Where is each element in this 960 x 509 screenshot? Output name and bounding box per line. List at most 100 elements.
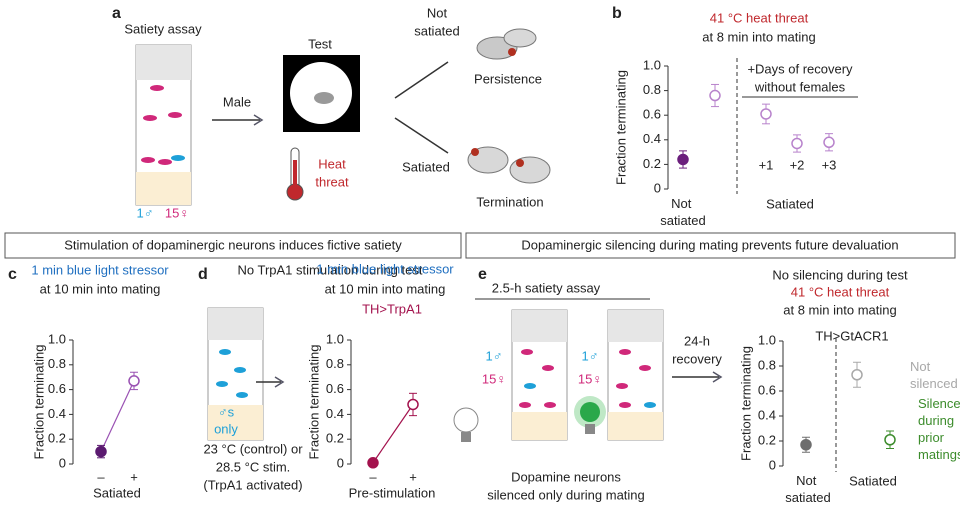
- y-tick-label: 0.6: [758, 382, 776, 397]
- group-label: Satiated: [849, 473, 897, 488]
- chart-title: 41 °C heat threat: [710, 10, 809, 25]
- y-tick-label: 1.0: [48, 331, 66, 346]
- arrow: [394, 61, 449, 99]
- male-count: 1♂: [137, 205, 154, 220]
- x-axis-label: Satiated: [93, 485, 141, 500]
- annotation: +Days of recovery: [747, 61, 853, 76]
- point: [884, 434, 896, 446]
- fly: [509, 156, 551, 184]
- fly: [521, 349, 533, 355]
- recovery-label: 24-h: [684, 333, 710, 348]
- y-axis-label: Fraction terminating: [613, 70, 628, 185]
- male-count: 1♂: [486, 348, 503, 363]
- flies: [141, 85, 185, 165]
- fly: [519, 402, 531, 408]
- y-tick-label: 1.0: [326, 331, 344, 346]
- caption: Dopamine neurons: [511, 469, 621, 484]
- fly: [644, 402, 656, 408]
- connector: [100, 380, 135, 452]
- tube-food: [208, 405, 263, 440]
- chart-title: 1 min blue light stressor: [31, 262, 169, 277]
- fly-pair: [476, 28, 537, 60]
- fly: [619, 349, 631, 355]
- y-tick-label: 0.2: [48, 431, 66, 446]
- chart-title: at 8 min into mating: [702, 29, 815, 44]
- point: [95, 445, 107, 458]
- tube-plug: [136, 45, 191, 80]
- tube-label: only: [214, 421, 238, 436]
- branch-label: Not: [427, 5, 448, 20]
- chart-title: No silencing during test: [772, 267, 908, 282]
- chart-title: 1 min blue light stressor: [316, 261, 454, 276]
- tube-label: ♂s: [218, 404, 235, 419]
- fly: [236, 392, 248, 398]
- point: [851, 369, 863, 381]
- y-axis-label: Fraction terminating: [738, 346, 753, 461]
- condition: 23 °C (control) or: [203, 441, 303, 456]
- branch-label: satiated: [414, 23, 460, 38]
- label-line: satiated: [785, 490, 831, 505]
- point: [407, 398, 419, 411]
- arrow-label: Male: [223, 94, 251, 109]
- bulb-base: [461, 432, 471, 442]
- panel-letter: e: [478, 266, 487, 283]
- label-line: Not: [796, 473, 820, 488]
- bulb-base: [585, 424, 595, 434]
- flies: [519, 349, 656, 408]
- point: [760, 108, 772, 120]
- y-tick-label: 0.4: [48, 406, 66, 421]
- y-tick-label: 0.2: [758, 432, 776, 447]
- point: [367, 457, 379, 469]
- x-axis-label: Pre-stimulation: [349, 485, 436, 500]
- chart-title: TH>TrpA1: [362, 301, 422, 316]
- y-tick-label: 0.8: [48, 356, 66, 371]
- banner: [4, 232, 462, 259]
- y-tick-label: 0.6: [643, 107, 661, 122]
- heading: No TrpA1 stimulation during test: [238, 262, 423, 277]
- category-label: –: [369, 469, 377, 484]
- outcome-label: Persistence: [474, 71, 542, 86]
- fly: [143, 115, 157, 121]
- y-tick-label: 0: [769, 457, 776, 472]
- label-line: prior: [918, 430, 948, 445]
- y-tick-label: 0.4: [643, 131, 661, 146]
- y-tick-label: 0.4: [758, 407, 776, 422]
- fly: [639, 365, 651, 371]
- tube-plug: [208, 308, 263, 340]
- fly: [158, 159, 172, 165]
- label-line: during: [918, 413, 958, 428]
- assay-title: 2.5-h satiety assay: [492, 280, 601, 295]
- label-line: silenced: [910, 376, 958, 391]
- condition: (TrpA1 activated): [203, 477, 302, 492]
- arrow: [394, 117, 449, 154]
- chart-title: at 8 min into mating: [783, 302, 896, 317]
- fly: [524, 383, 536, 389]
- chart-title: TH>GtACR1: [815, 328, 888, 343]
- label-line: Not: [671, 196, 695, 211]
- fly-pair: [467, 146, 551, 184]
- y-tick-label: 0: [654, 180, 661, 195]
- banner-text: Dopaminergic silencing during mating pre…: [521, 237, 898, 252]
- tube-food: [136, 172, 191, 205]
- male-count: 1♂: [582, 348, 599, 363]
- test-title: Test: [308, 36, 332, 51]
- recovery-label: recovery: [672, 351, 722, 366]
- fly: [503, 28, 537, 48]
- fly: [219, 349, 231, 355]
- fly: [314, 92, 334, 104]
- caption: silenced only during mating: [487, 487, 645, 502]
- y-axis-label: Fraction terminating: [306, 345, 321, 460]
- flies: [216, 349, 248, 398]
- y-tick-label: 1.0: [643, 57, 661, 72]
- y-tick-label: 0.8: [326, 356, 344, 371]
- heat-label: threat: [315, 174, 349, 189]
- chart-title: at 10 min into mating: [325, 281, 446, 296]
- category-label: Not satiated: [660, 196, 706, 228]
- point: [128, 375, 140, 387]
- tube-plug: [608, 310, 663, 342]
- bulb-on: [580, 402, 600, 422]
- arrow-head: [712, 371, 723, 383]
- group-label: Satiated: [766, 196, 814, 211]
